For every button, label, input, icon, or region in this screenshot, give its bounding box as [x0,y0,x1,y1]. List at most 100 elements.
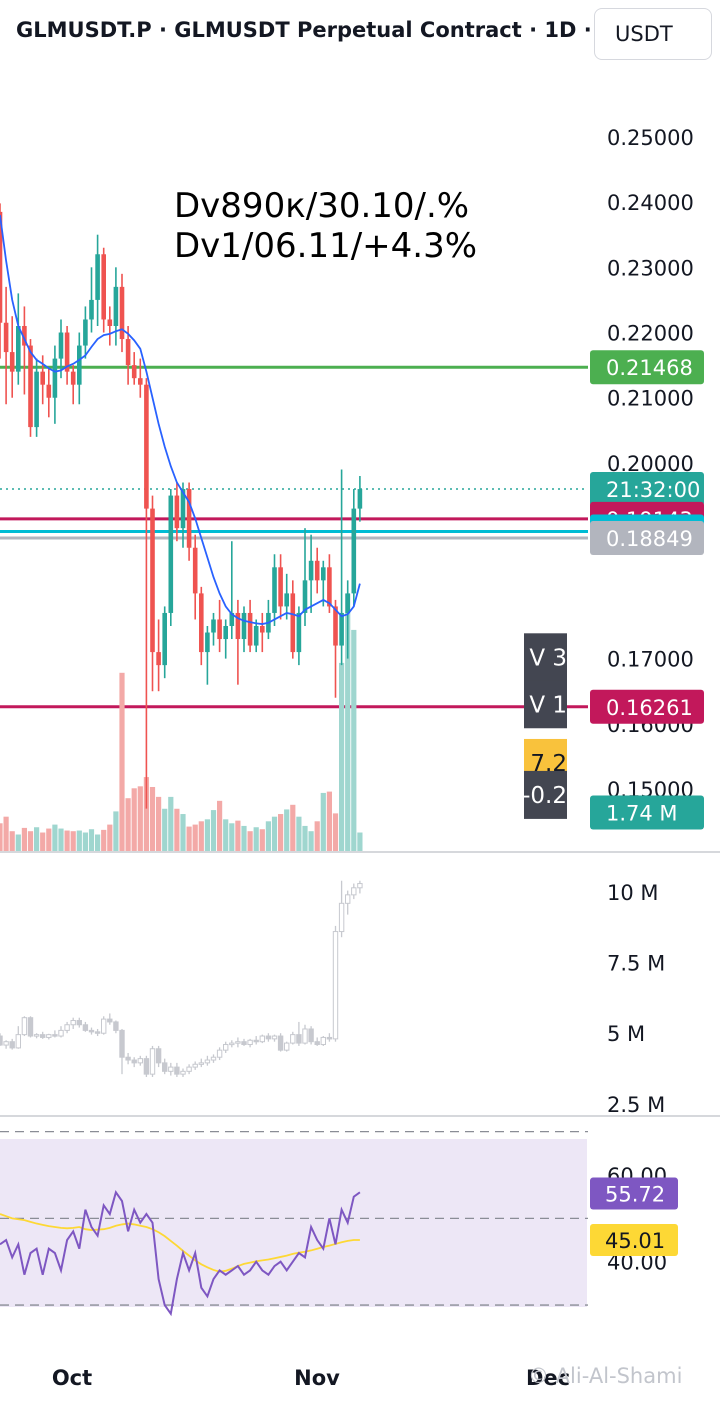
annotation-line-2: Dv1/06.11/+4.3% [174,226,478,266]
volume-bar [119,672,125,851]
price-tick-label: 0.23000 [607,256,694,280]
currency-button[interactable]: USDT [594,8,712,60]
panel2-candle [40,1034,46,1038]
panel2-candle [21,1017,28,1036]
panel2-candle [162,1062,168,1072]
price-candle [95,254,100,300]
price-badge [590,689,704,724]
price-candle [64,332,70,372]
volume-bar [46,828,52,851]
volume-bar [290,804,296,851]
price-candle [174,495,180,529]
panel2-candle [94,1031,101,1034]
price-candle [58,332,64,359]
price-candle [235,612,241,640]
price-candle [339,612,344,646]
volume-bar [192,824,198,851]
price-candle [46,384,52,398]
indicator-side-label [524,680,567,729]
price-candle [217,619,222,640]
volume-bar [229,823,235,851]
price-candle [180,489,186,529]
price-badge [590,521,704,556]
panel2-candle [284,1042,290,1051]
panel2-candle [113,1021,119,1031]
panel2-candle [46,1034,52,1038]
panel2-candle [15,1034,22,1049]
price-candle [302,580,308,613]
volume-bar [113,811,119,851]
volume-bar [27,831,34,851]
panel2-candle [216,1049,223,1058]
price-candle [131,365,137,379]
panel2-candle [27,1017,34,1037]
volume-bar [265,821,271,851]
volume-bar [180,814,186,851]
indicator-side-label-text: V 1 [529,692,567,718]
price-candle [308,560,314,581]
volume-bar [9,831,15,851]
price-candle [223,626,228,640]
panel2-candle [326,1036,333,1040]
panel2-candle [204,1059,211,1064]
panel2-candle [241,1041,247,1046]
panel2-candle [235,1041,241,1044]
price-tick-label: 0.20000 [607,452,694,476]
panel2-candle [155,1048,162,1064]
volume-bar [70,831,76,851]
price-badge-label: 0.18849 [606,527,693,551]
panel2-candle [88,1029,95,1033]
price-candle [211,619,216,633]
indicator-side-label-text: -0.2 [522,783,567,809]
volume-bar [198,821,204,851]
price-tick-label: 0.17000 [607,648,694,672]
price-candle [327,567,332,607]
volume-bar [88,829,95,851]
panel2-candle [180,1070,186,1075]
price-candle [186,489,192,548]
price-candle [150,508,155,653]
rsi-line [0,1190,361,1317]
price-candle [144,384,149,509]
volume-bar [137,786,143,851]
volume-bar [52,824,58,851]
price-candle [253,626,259,646]
panel2-candle [357,883,363,889]
volume-bar [21,827,27,851]
price-badge [590,472,704,507]
volume-bar [156,796,162,851]
time-axis-label: Dec [526,1366,570,1390]
volume-bar [162,808,168,851]
volume-bar [101,829,107,851]
volume-bar [0,823,3,851]
volume-bar [107,824,113,851]
volume-bar [15,834,21,851]
panel2-candle [9,1041,15,1049]
panel2-candle [131,1059,137,1064]
volume-bar [186,826,192,851]
panel2-candle [82,1024,89,1031]
price-candle [22,326,27,346]
volume-bar [217,800,223,851]
price-candle [52,358,58,398]
price-tick-label: 0.22000 [607,322,694,346]
rsi-badge-label: 55.72 [605,1183,665,1207]
rsi-badge [590,1223,678,1256]
panel2-candle [168,1066,174,1072]
panel2-candle [332,931,339,1040]
volume-bar [302,825,308,851]
volume-bar [345,593,351,851]
price-candle [296,612,302,653]
price-candle [199,593,204,653]
moving-average-line [0,215,361,625]
volume-bar [259,829,265,851]
rsi-badge-label: 45.01 [605,1229,665,1253]
price-candle [278,567,283,607]
panel2-candle [198,1062,205,1065]
price-badge-label: 21:32:00 [606,478,700,502]
volume-bar [296,816,302,851]
volume-bar [149,786,156,851]
volume-bar [241,825,247,851]
time-axis-label: Nov [294,1366,340,1390]
panel2-candle [174,1066,180,1075]
